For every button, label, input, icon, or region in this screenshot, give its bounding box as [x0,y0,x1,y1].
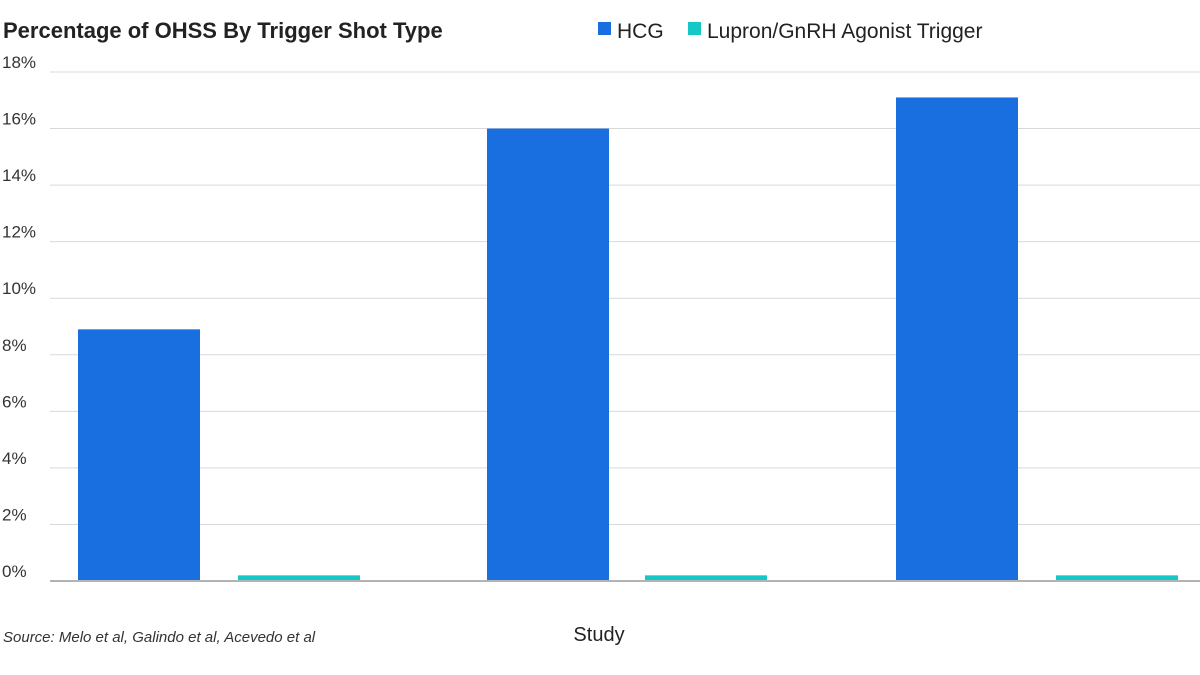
y-axis-ticks: 0% 2% 4% 6% 8% 10% 12% 14% 16% 18% [2,53,36,581]
y-tick-label: 18% [2,53,36,72]
bars [78,97,1178,582]
y-tick-label: 2% [2,505,27,524]
y-tick-label: 14% [2,166,36,185]
bar-hcg-2 [487,128,609,582]
y-tick-label: 6% [2,392,27,411]
bar-lupron-2 [645,575,767,581]
legend-label-hcg: HCG [617,20,664,43]
y-tick-label: 8% [2,336,27,355]
y-tick-label: 10% [2,279,36,298]
legend-swatch-lupron [688,22,701,35]
legend-label-lupron: Lupron/GnRH Agonist Trigger [707,20,982,43]
chart-legend: HCG Lupron/GnRH Agonist Trigger [598,20,982,43]
gridlines [50,71,1200,525]
x-axis-label: Study [573,624,624,646]
bar-hcg-1 [78,329,200,581]
y-tick-label: 4% [2,449,27,468]
legend-swatch-hcg [598,22,611,35]
bar-lupron-3 [1056,575,1178,581]
chart-title: Percentage of OHSS By Trigger Shot Type [3,18,443,43]
y-tick-label: 12% [2,223,36,242]
y-tick-label: 16% [2,110,36,129]
y-tick-label: 0% [2,562,27,581]
source-note: Source: Melo et al, Galindo et al, Aceve… [3,629,316,646]
bar-hcg-3 [896,97,1018,581]
bar-lupron-1 [238,575,360,581]
